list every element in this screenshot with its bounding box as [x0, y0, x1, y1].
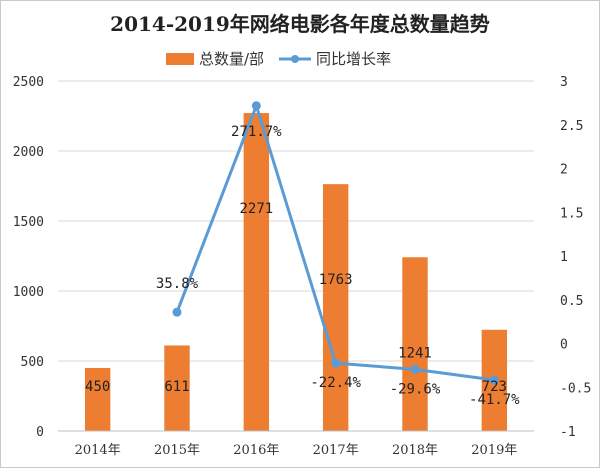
bar-series — [84, 113, 508, 431]
chart-title: 2014-2019年网络电影各年度总数量趋势 — [110, 12, 490, 36]
bar-label-4: 1241 — [398, 345, 432, 361]
bar-0 — [84, 368, 111, 431]
bar-label-1: 611 — [164, 379, 189, 395]
right-tick-8: 3 — [560, 75, 568, 90]
line-label-2: 271.7% — [231, 124, 282, 140]
right-tick-4: 1 — [560, 250, 568, 265]
legend: 总数量/部 同比增长率 — [166, 50, 391, 68]
left-tick-4: 2000 — [13, 145, 44, 160]
line-label-1: 35.8% — [156, 276, 199, 292]
bar-2 — [243, 113, 270, 431]
bar-data-labels: 450 611 2271 1763 1241 723 — [85, 201, 507, 395]
right-tick-5: 1.5 — [560, 206, 583, 221]
line-label-4: -29.6% — [390, 381, 441, 397]
left-tick-3: 1500 — [13, 215, 44, 230]
bar-3 — [322, 184, 349, 431]
bar-label-5: 723 — [482, 379, 507, 395]
category-label-5: 2019年 — [471, 443, 517, 458]
right-tick-7: 2.5 — [560, 119, 583, 134]
line-label-3: -22.4% — [310, 375, 361, 391]
category-label-1: 2015年 — [154, 443, 200, 458]
category-label-0: 2014年 — [75, 443, 121, 458]
line-label-5: -41.7% — [469, 392, 520, 408]
right-tick-1: -0.5 — [560, 381, 591, 396]
left-tick-0: 0 — [36, 425, 44, 440]
bar-label-0: 450 — [85, 379, 110, 395]
right-tick-3: 0.5 — [560, 294, 583, 309]
right-tick-2: 0 — [560, 338, 568, 353]
right-axis: -1 -0.5 0 0.5 1 1.5 2 2.5 3 — [560, 75, 591, 440]
bar-4 — [402, 257, 428, 431]
line-data-labels: 35.8% 271.7% -22.4% -29.6% -41.7% — [156, 124, 520, 408]
right-tick-6: 2 — [560, 163, 568, 178]
legend-line-label: 同比增长率 — [316, 50, 391, 68]
left-axis: 0 500 1000 1500 2000 2500 — [13, 75, 44, 440]
left-tick-1: 500 — [21, 355, 44, 370]
bar-label-2: 2271 — [239, 201, 273, 217]
legend-line-marker — [291, 55, 299, 63]
line-point-5 — [489, 375, 499, 385]
line-point-2 — [251, 101, 261, 111]
left-tick-5: 2500 — [13, 75, 44, 90]
category-label-2: 2016年 — [233, 443, 279, 458]
right-tick-0: -1 — [560, 425, 576, 440]
line-point-4 — [410, 364, 420, 374]
legend-bar-label: 总数量/部 — [199, 50, 264, 68]
legend-bar-swatch — [166, 53, 194, 65]
line-series — [172, 101, 499, 385]
left-tick-2: 1000 — [13, 285, 44, 300]
line-point-1 — [172, 307, 182, 317]
bar-1 — [164, 345, 190, 431]
line-point-3 — [331, 358, 341, 368]
category-label-4: 2018年 — [392, 443, 438, 458]
x-axis: 2014年 2015年 2016年 2017年 2018年 2019年 — [58, 430, 534, 458]
bar-label-3: 1763 — [319, 272, 353, 288]
gridlines — [58, 80, 534, 432]
category-label-3: 2017年 — [313, 443, 359, 458]
